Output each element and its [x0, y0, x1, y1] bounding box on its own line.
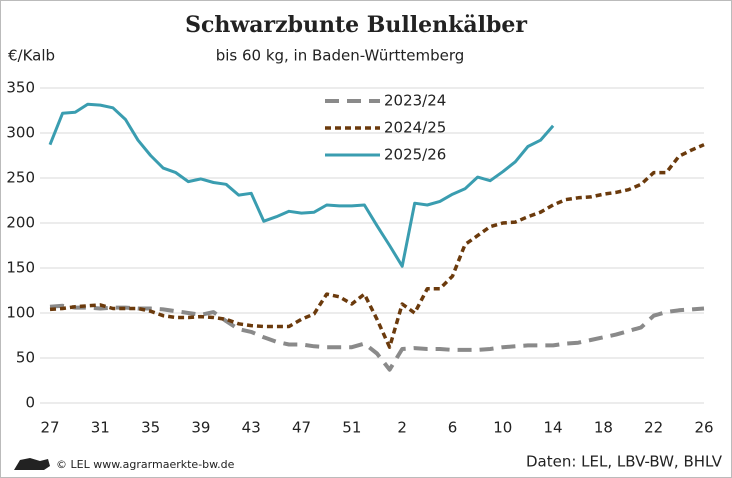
x-tick-label: 2 — [397, 419, 407, 437]
x-tick-label: 47 — [292, 419, 311, 437]
x-tick-label: 27 — [40, 419, 59, 437]
y-tick-label: 250 — [6, 169, 35, 187]
y-tick-label: 300 — [6, 124, 35, 142]
x-tick-label: 43 — [242, 419, 261, 437]
y-tick-label: 100 — [6, 304, 35, 322]
y-axis-label: €/Kalb — [8, 47, 55, 65]
y-tick-label: 150 — [6, 259, 35, 277]
logo — [14, 458, 50, 470]
chart-title: Schwarzbunte Bullenkälber — [185, 12, 527, 38]
y-tick-label: 200 — [6, 214, 35, 232]
y-tick-label: 50 — [16, 349, 35, 367]
y-tick-label: 0 — [25, 394, 35, 412]
x-tick-label: 31 — [91, 419, 110, 437]
legend-label: 2023/24 — [384, 92, 446, 110]
x-tick-label: 22 — [644, 419, 663, 437]
x-tick-label: 10 — [493, 419, 512, 437]
x-tick-label: 18 — [594, 419, 613, 437]
footer: © LEL www.agrarmaerkte-bw.de — [56, 458, 235, 471]
line — [49, 303, 705, 372]
x-tick-label: 51 — [342, 419, 361, 437]
x-tick-label: 6 — [448, 419, 458, 437]
line — [49, 143, 705, 349]
legend-label: 2024/25 — [384, 119, 446, 137]
x-tick-label: 35 — [141, 419, 160, 437]
x-tick-label: 39 — [191, 419, 210, 437]
y-tick-label: 350 — [6, 79, 35, 97]
x-tick-label: 26 — [694, 419, 713, 437]
chart-subtitle: bis 60 kg, in Baden-Württemberg — [216, 47, 465, 65]
source: Daten: LEL, LBV-BW, BHLV — [526, 453, 723, 471]
line — [48, 102, 555, 268]
x-tick-label: 14 — [544, 419, 563, 437]
legend-label: 2025/26 — [384, 146, 446, 164]
